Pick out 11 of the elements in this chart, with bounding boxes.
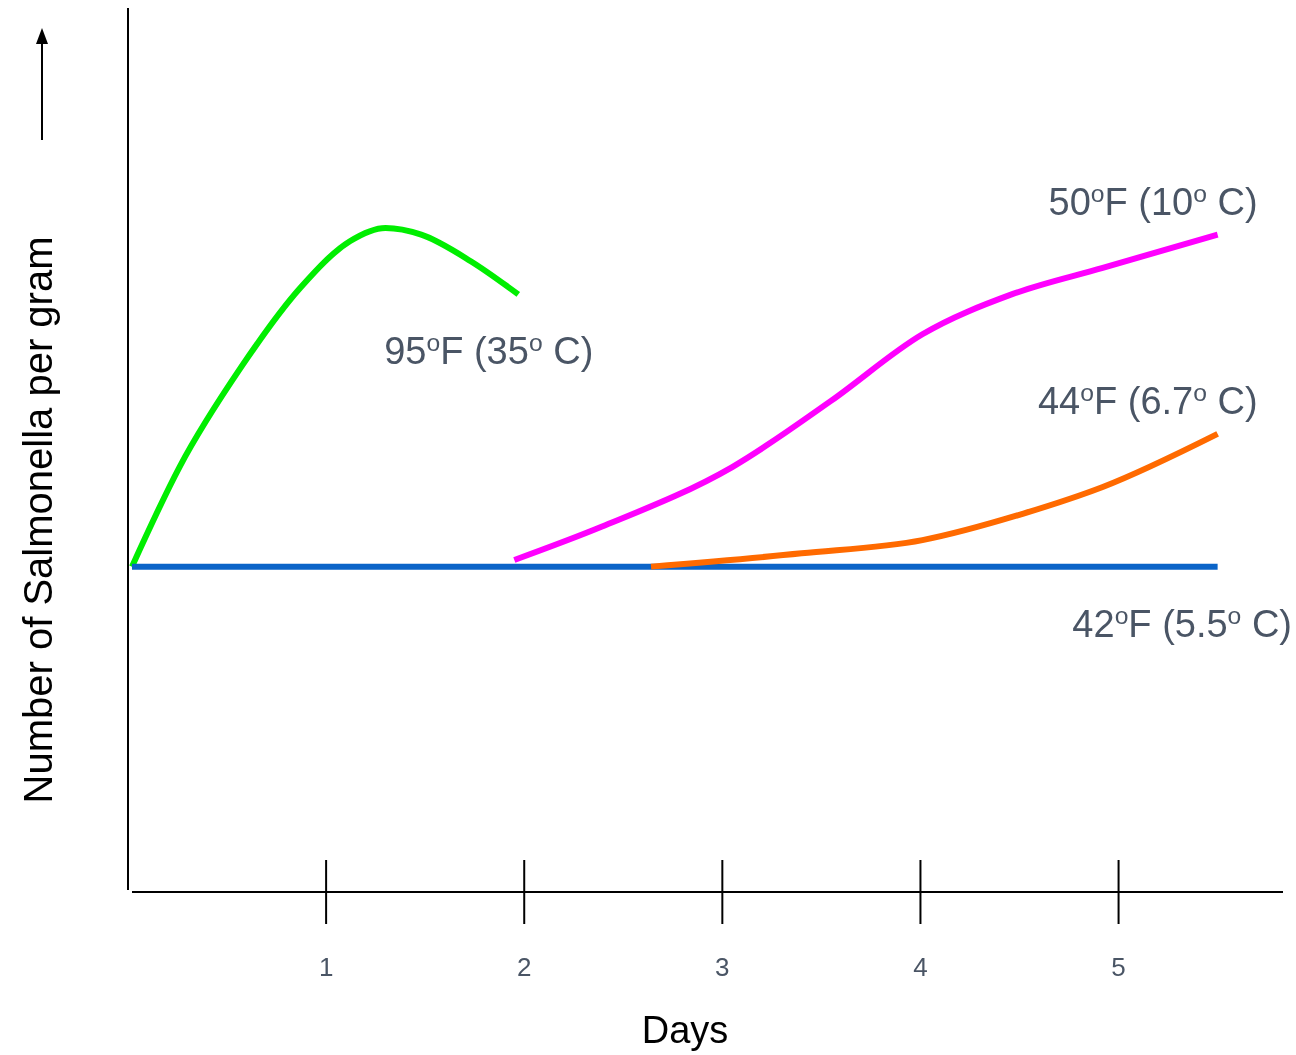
x-tick-label: 2: [516, 952, 532, 982]
x-tick-label: 5: [1111, 952, 1126, 982]
x-tick-label: 3: [715, 952, 730, 982]
x-axis-title: Days: [641, 1009, 729, 1051]
x-tick-label: 1: [318, 952, 334, 982]
series-label: 44$^{o}$F (6.7$^{o}$ C): [1037, 378, 1258, 422]
series-label: 95$^{o}$F (35$^{o}$ C): [384, 328, 594, 373]
y-axis-title: Number of Salmonella per gram: [16, 236, 60, 804]
series-label: 50$^{o}$F (10$^{o}$ C): [1048, 179, 1258, 223]
x-tick-label: 4: [913, 952, 928, 982]
series-label: 42$^{o}$F (5.5$^{o}$ C): [1072, 601, 1292, 645]
